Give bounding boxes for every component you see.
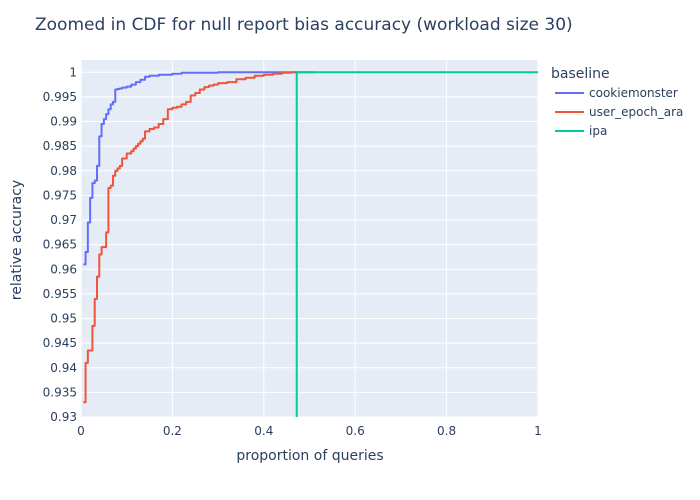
series-line-cookiemonster	[83, 71, 315, 266]
y-axis-title: relative accuracy	[9, 180, 25, 300]
series-line-user-epoch-ara	[83, 71, 301, 404]
y-axis-ticks: 0.93 0.935 0.94 0.945 0.95 0.955 0.96 0.965 0.97…	[43, 65, 77, 424]
legend-item-cookiemonster[interactable]: cookiemonster	[555, 86, 678, 100]
x-tick-label: 0.8	[437, 424, 456, 438]
y-tick-label: 0.995	[43, 90, 77, 104]
y-tick-label: 0.985	[43, 139, 77, 153]
y-tick-label: 0.93	[50, 410, 77, 424]
x-tick-label: 1	[534, 424, 542, 438]
x-axis-ticks: 0 0.2 0.4 0.6 0.8 1	[77, 424, 542, 438]
series-layer	[83, 71, 538, 417]
y-tick-label: 0.96	[50, 262, 77, 276]
y-tick-label: 0.965	[43, 238, 77, 252]
legend-item-ipa[interactable]: ipa	[555, 124, 607, 138]
x-tick-label: 0.6	[346, 424, 365, 438]
legend-title: baseline	[551, 66, 610, 82]
plot-background	[81, 60, 538, 417]
y-tick-label: 0.935	[43, 385, 77, 399]
y-tick-label: 0.97	[50, 213, 77, 227]
x-tick-label: 0.4	[254, 424, 273, 438]
x-tick-label: 0.2	[163, 424, 182, 438]
y-tick-label: 1	[69, 65, 77, 79]
legend-item-user-epoch-ara[interactable]: user_epoch_ara	[555, 105, 683, 119]
x-axis-title: proportion of queries	[236, 448, 383, 464]
legend-label: user_epoch_ara	[589, 105, 683, 119]
legend-label: ipa	[589, 124, 607, 138]
y-tick-label: 0.975	[43, 188, 77, 202]
chart-title: Zoomed in CDF for null report bias accur…	[35, 15, 573, 35]
y-tick-label: 0.955	[43, 287, 77, 301]
gridlines	[80, 60, 539, 418]
legend-label: cookiemonster	[589, 86, 678, 100]
y-tick-label: 0.945	[43, 336, 77, 350]
y-tick-label: 0.98	[50, 164, 77, 178]
y-tick-label: 0.94	[50, 361, 77, 375]
series-line-ipa	[295, 71, 538, 417]
y-tick-label: 0.99	[50, 115, 77, 129]
y-tick-label: 0.95	[50, 312, 77, 326]
x-tick-label: 0	[77, 424, 85, 438]
